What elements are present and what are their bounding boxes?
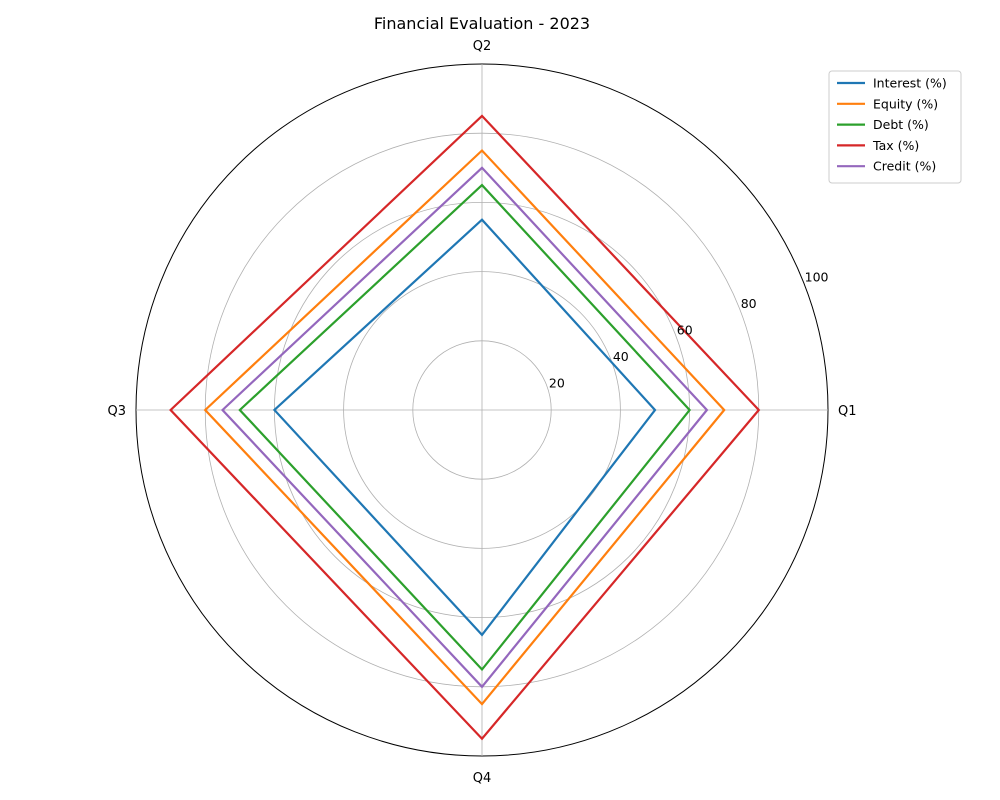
legend-label-4: Credit (%) xyxy=(873,159,936,174)
r-tick-label-60: 60 xyxy=(677,323,693,338)
r-tick-label-20: 20 xyxy=(549,376,565,391)
legend-label-2: Debt (%) xyxy=(873,117,929,132)
series-lines xyxy=(169,114,761,741)
legend: Interest (%) Equity (%) Debt (%) Tax (%) Cre… xyxy=(828,70,962,184)
r-tick-label-100: 100 xyxy=(805,270,829,285)
chart-title: Financial Evaluation - 2023 xyxy=(374,14,590,33)
category-label-q2: Q2 xyxy=(473,39,492,54)
r-tick-label-80: 80 xyxy=(741,296,757,311)
series-line-1 xyxy=(203,148,726,706)
legend-label-3: Tax (%) xyxy=(872,138,919,153)
axis-labels: Q1 Q2 Q3 Q4 20 40 60 80 100 xyxy=(107,39,856,786)
r-tick-label-40: 40 xyxy=(613,349,629,364)
series-line-2 xyxy=(238,183,692,672)
category-label-q3: Q3 xyxy=(107,404,126,419)
category-label-q1: Q1 xyxy=(838,404,857,419)
legend-label-1: Equity (%) xyxy=(873,96,938,111)
series-line-3 xyxy=(169,114,761,741)
series-line-0 xyxy=(272,218,657,637)
legend-box xyxy=(828,70,962,184)
category-label-q4: Q4 xyxy=(473,771,492,786)
legend-label-0: Interest (%) xyxy=(873,76,947,91)
series-line-4 xyxy=(220,166,709,689)
